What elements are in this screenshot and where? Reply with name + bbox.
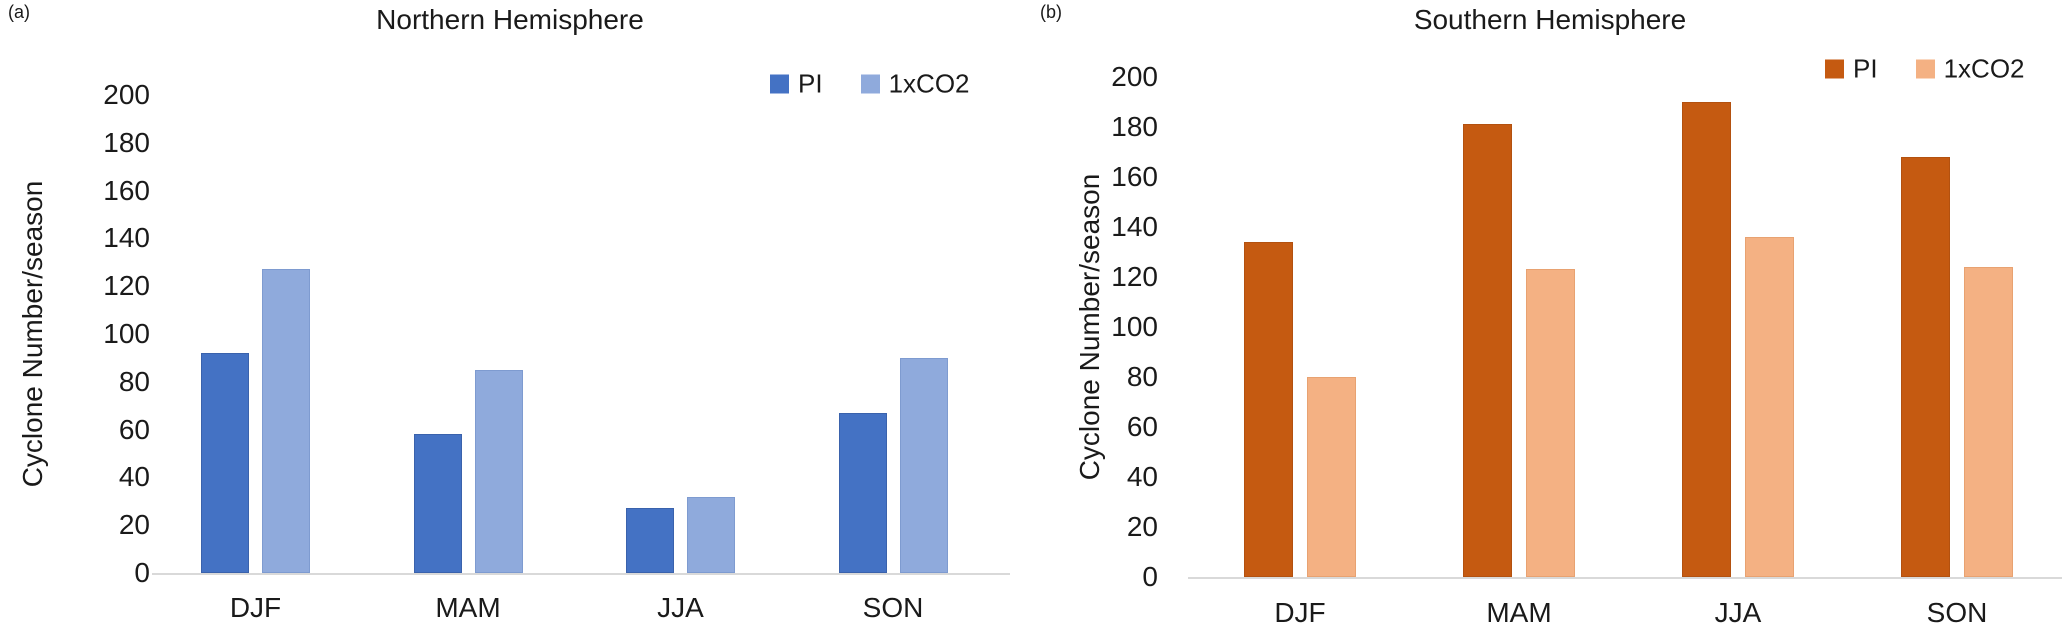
x-axis-category-label: MAM xyxy=(1486,597,1552,628)
x-axis-category-label: SON xyxy=(1926,597,1988,628)
bar-pi-mam xyxy=(413,434,462,573)
legend-label: PI xyxy=(798,68,823,99)
y-axis-tick-label: 140 xyxy=(1111,211,1158,242)
panel-northern-hemisphere: (a) Northern Hemisphere Cyclone Number/sea… xyxy=(0,0,1030,633)
y-axis-tick-label: 40 xyxy=(118,461,150,493)
legend-label: 1xCO2 xyxy=(888,68,970,99)
panel-letter-label: (a) xyxy=(8,2,30,22)
panel-letter-label: (b) xyxy=(1040,2,1062,22)
y-axis-tick-label: 100 xyxy=(103,318,150,349)
bar-1xco2-mam xyxy=(474,370,523,573)
y-axis-tick-label: 120 xyxy=(1111,261,1158,292)
bar-pi-mam xyxy=(1463,124,1512,577)
chart-title: Northern Hemisphere xyxy=(376,4,644,35)
bar-1xco2-djf xyxy=(262,269,310,573)
y-axis-tick-label: 120 xyxy=(103,270,150,302)
bar-1xco2-mam xyxy=(1526,269,1575,577)
legend-label: 1xCO2 xyxy=(1943,53,2025,84)
y-axis-tick-label: 0 xyxy=(1142,561,1158,592)
panel-southern-hemisphere: (b) Southern Hemisphere Cyclone Number/sea… xyxy=(1030,0,2067,633)
bar-1xco2-son xyxy=(1964,267,2013,577)
x-axis-category-label: SON xyxy=(862,592,924,623)
chart-title: Southern Hemisphere xyxy=(1413,4,1687,35)
y-axis-tick-label: 60 xyxy=(1126,411,1158,442)
legend-item-pi: PI xyxy=(770,69,823,100)
y-axis-tick-label: 0 xyxy=(134,557,150,588)
y-axis-tick-label: 180 xyxy=(1111,111,1158,142)
bar-1xco2-jja xyxy=(687,497,735,573)
y-axis-tick-label: 160 xyxy=(1111,161,1158,192)
bar-1xco2-djf xyxy=(1307,377,1356,577)
x-axis-line xyxy=(152,573,1010,575)
legend: PI 1xCO2 xyxy=(770,69,970,100)
bar-1xco2-son xyxy=(899,358,948,573)
bar-pi-jja xyxy=(626,508,674,573)
x-axis-category-label: JJA xyxy=(657,592,704,623)
y-axis-tick-label: 40 xyxy=(1126,461,1158,492)
y-axis-tick-label: 20 xyxy=(1126,511,1158,542)
y-axis-tick-label: 60 xyxy=(118,413,150,445)
y-axis-tick-label: 180 xyxy=(103,126,150,158)
y-axis-tick-label: 200 xyxy=(103,79,150,110)
y-axis-tick-label: 80 xyxy=(118,365,150,397)
legend: PI 1xCO2 xyxy=(1825,54,2025,85)
x-axis-category-label: MAM xyxy=(435,592,501,623)
y-axis-tick-label: 20 xyxy=(118,509,150,541)
x-axis-line xyxy=(1188,577,2062,579)
legend-item-1xco2: 1xCO2 xyxy=(1915,53,2025,85)
y-axis-tick-label: 160 xyxy=(103,174,150,206)
bar-pi-son xyxy=(838,413,887,573)
legend-swatch-pi xyxy=(1825,59,1844,79)
legend-item-pi: PI xyxy=(1825,54,1878,85)
legend-swatch-1xco2 xyxy=(860,74,880,94)
bar-pi-djf xyxy=(201,353,249,573)
bar-pi-jja xyxy=(1682,102,1731,577)
legend-swatch-pi xyxy=(770,74,789,94)
y-axis-tick-label: 80 xyxy=(1126,361,1158,392)
y-axis-tick-label: 200 xyxy=(1111,61,1158,92)
x-axis-category-label: JJA xyxy=(1714,597,1762,628)
legend-label: PI xyxy=(1853,53,1878,84)
bar-pi-djf xyxy=(1244,242,1293,577)
x-axis-category-label: DJF xyxy=(229,592,282,623)
y-axis-title: Cyclone Number/season xyxy=(17,180,48,488)
bar-1xco2-jja xyxy=(1745,237,1794,577)
y-axis-tick-label: 140 xyxy=(103,222,150,254)
x-axis-category-label: DJF xyxy=(1274,597,1326,628)
y-axis-tick-label: 100 xyxy=(1111,311,1158,342)
legend-item-1xco2: 1xCO2 xyxy=(860,68,970,100)
legend-swatch-1xco2 xyxy=(1915,59,1935,79)
bar-pi-son xyxy=(1901,157,1950,577)
